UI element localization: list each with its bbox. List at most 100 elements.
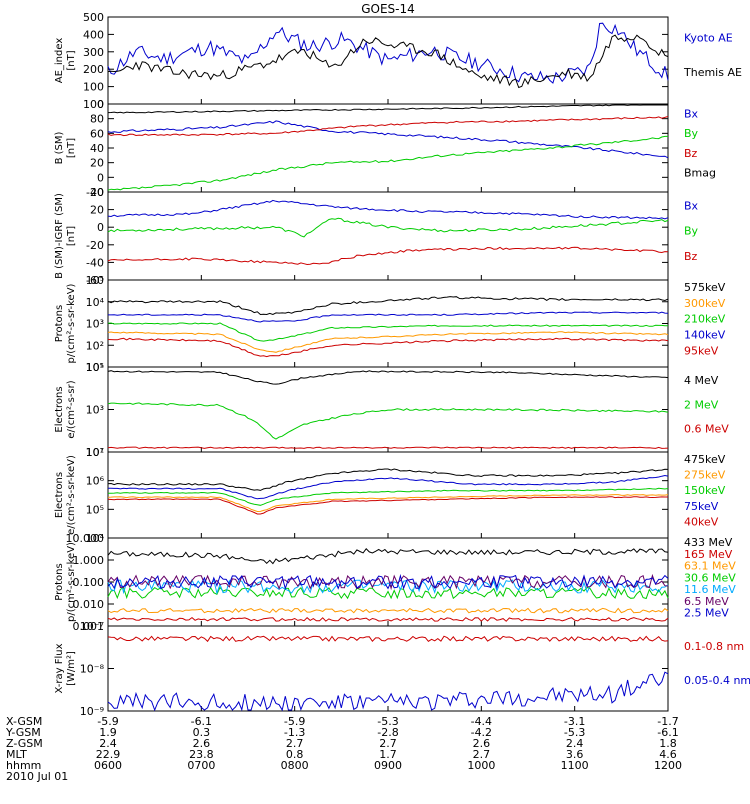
y-axis-label: Electrons bbox=[54, 472, 65, 518]
y-tick-label: 100 bbox=[83, 81, 104, 94]
ephemeris-value: -5.3 bbox=[564, 726, 585, 739]
y-tick-label: 0 bbox=[97, 221, 104, 234]
y-axis-label: X-ray Flux bbox=[54, 643, 65, 693]
y-tick-label: 40 bbox=[90, 142, 104, 155]
y-tick-label: 10⁵ bbox=[86, 274, 104, 287]
legend-entry: 300keV bbox=[684, 297, 726, 310]
series-line bbox=[107, 34, 669, 89]
y-tick-label: 10⁴ bbox=[86, 296, 105, 309]
legend-entry: 6.5 MeV bbox=[684, 595, 729, 608]
legend-entry: 210keV bbox=[684, 313, 726, 326]
ephemeris-value: 22.9 bbox=[96, 748, 121, 761]
legend-entry: Bx bbox=[684, 108, 699, 121]
y-axis-label: e/(cm²-s-sr-keV) bbox=[66, 455, 77, 535]
y-tick-label: 10⁶ bbox=[86, 475, 105, 488]
ephemeris-value: 2.7 bbox=[286, 737, 304, 750]
ephemeris-label: Z-GSM bbox=[6, 737, 43, 750]
y-tick-label: 10⁻⁷ bbox=[80, 620, 104, 633]
panel-4: 10¹ 10³ 10⁵ Electrons e/(cm²-s-sr) 4 MeV 2 MeV… bbox=[54, 361, 729, 459]
legend-entry: By bbox=[684, 225, 699, 238]
ephemeris-value: -6.1 bbox=[191, 715, 212, 728]
legend-entry: 0.1-0.8 nm bbox=[684, 640, 744, 653]
panel-frame bbox=[107, 366, 669, 453]
y-tick-label: 100 bbox=[83, 98, 104, 111]
ephemeris-value: 2.7 bbox=[379, 737, 397, 750]
legend-entry: 150keV bbox=[684, 484, 726, 497]
ephemeris-value: 1.9 bbox=[99, 726, 117, 739]
y-axis-label: [nT] bbox=[66, 50, 77, 70]
y-tick-label: 500 bbox=[83, 11, 104, 24]
ephemeris-value: 4.6 bbox=[659, 748, 677, 761]
legend-entry: 4 MeV bbox=[684, 374, 719, 387]
y-tick-label: -20 bbox=[86, 239, 104, 252]
ephemeris-value: -1.7 bbox=[657, 715, 678, 728]
legend-entry: Bz bbox=[684, 147, 698, 160]
ephemeris-value: -5.9 bbox=[97, 715, 118, 728]
series-line bbox=[107, 104, 668, 114]
y-tick-label: 10⁵ bbox=[86, 361, 104, 374]
y-tick-label: -60 bbox=[86, 274, 104, 287]
ephemeris-value: -1.3 bbox=[284, 726, 305, 739]
series-line bbox=[107, 199, 669, 220]
y-tick-label: 0 bbox=[97, 171, 104, 184]
series-line bbox=[107, 120, 669, 159]
panel-frame bbox=[107, 191, 669, 281]
y-tick-label: 10⁻⁸ bbox=[80, 663, 105, 676]
ephemeris-value: 2.7 bbox=[473, 748, 491, 761]
ephemeris-value: -2.8 bbox=[377, 726, 398, 739]
legend-entry: 63.1 MeV bbox=[684, 560, 736, 573]
y-tick-label: 0.100 bbox=[73, 576, 105, 589]
series-line bbox=[107, 474, 669, 500]
panel-7: 10⁻⁹ 10⁻⁸ 10⁻⁷ X-ray Flux [W/m²] 0.1-0.8 nm 0.… bbox=[54, 620, 750, 718]
series-line bbox=[107, 616, 669, 622]
y-tick-label: 20 bbox=[90, 157, 104, 170]
y-tick-label: 300 bbox=[83, 46, 104, 59]
ephemeris-value: -4.4 bbox=[471, 715, 492, 728]
ephemeris-value: -3.1 bbox=[564, 715, 585, 728]
y-tick-label: 80 bbox=[90, 113, 104, 126]
panel-frame bbox=[107, 16, 669, 105]
chart-title: GOES-14 bbox=[361, 2, 415, 16]
legend-entry: 0.6 MeV bbox=[684, 423, 729, 436]
ephemeris-value: 0700 bbox=[187, 759, 215, 772]
legend-entry: 2.5 MeV bbox=[684, 607, 729, 620]
y-tick-label: 10³ bbox=[86, 318, 104, 331]
panel-3: 10¹ 10² 10³ 10⁴ 10⁵ Protons p/(cm²-s-sr-keV) 57… bbox=[54, 274, 726, 374]
ephemeris-value: 0800 bbox=[281, 759, 309, 772]
y-axis-label: [nT] bbox=[66, 226, 77, 246]
y-axis-label: p/(cm²-s-sr-keV) bbox=[66, 283, 77, 363]
series-line bbox=[107, 607, 669, 614]
y-tick-label: 40 bbox=[90, 186, 104, 199]
ephemeris-value: -5.3 bbox=[377, 715, 398, 728]
legend-entry: 575keV bbox=[684, 281, 726, 294]
series-line bbox=[107, 586, 669, 600]
ephemeris-value: 1.7 bbox=[379, 748, 397, 761]
panel-frame bbox=[107, 103, 669, 193]
series-line bbox=[107, 635, 669, 643]
legend-entry: 11.6 MeV bbox=[684, 583, 736, 596]
ephemeris-label: X-GSM bbox=[6, 715, 42, 728]
ephemeris-value: 23.8 bbox=[189, 748, 214, 761]
legend-entry: 433 MeV bbox=[684, 536, 733, 549]
y-tick-label: 10³ bbox=[86, 404, 104, 417]
ephemeris-value: 2.4 bbox=[566, 737, 584, 750]
legend-entry: 95keV bbox=[684, 344, 719, 357]
series-line bbox=[107, 573, 669, 591]
ephemeris-value: 0.3 bbox=[193, 726, 211, 739]
y-axis-label: B (SM) bbox=[54, 131, 65, 164]
y-tick-label: 10⁻⁹ bbox=[80, 705, 104, 718]
series-line bbox=[107, 496, 668, 515]
y-tick-label: 1.000 bbox=[73, 554, 105, 567]
series-line bbox=[107, 331, 669, 353]
y-tick-label: 10⁷ bbox=[86, 446, 104, 459]
ephemeris-value: 1100 bbox=[561, 759, 589, 772]
ephemeris-value: 1.8 bbox=[659, 737, 677, 750]
y-tick-label: 10¹ bbox=[86, 446, 104, 459]
series-line bbox=[107, 548, 669, 565]
legend-entry: 165 MeV bbox=[684, 548, 733, 561]
legend-entry: 475keV bbox=[684, 453, 726, 466]
